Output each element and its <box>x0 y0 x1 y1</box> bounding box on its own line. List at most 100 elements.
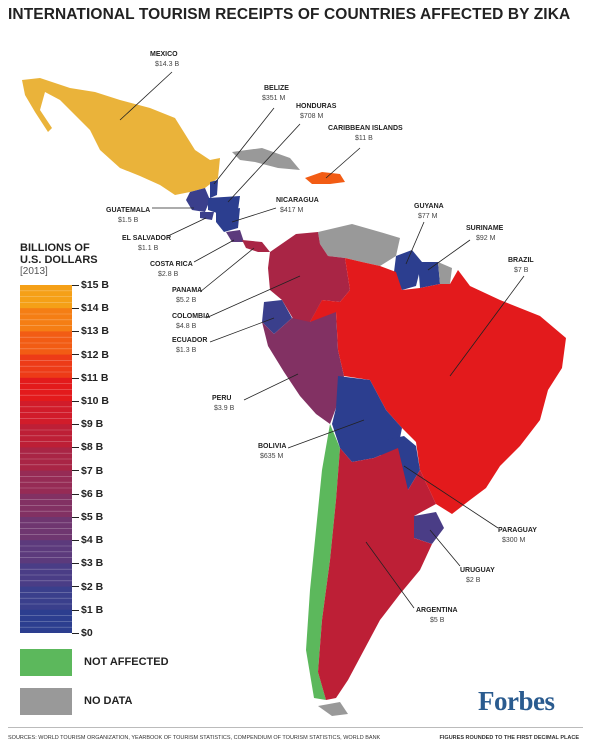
label-bolivia: BOLIVIA $635 M <box>258 419 365 460</box>
svg-text:ARGENTINA: ARGENTINA <box>416 607 458 614</box>
svg-text:GUYANA: GUYANA <box>414 203 444 210</box>
label-el-salvador: EL SALVADOR $1.1 B <box>122 217 207 252</box>
region-chile-not-affected <box>306 424 340 700</box>
label-colombia: COLOMBIA $4.8 B <box>172 275 301 330</box>
legend-title-line1: BILLIONS OF <box>20 242 90 254</box>
svg-text:$1.3 B: $1.3 B <box>176 347 197 354</box>
label-guatemala: GUATEMALA $1.5 B <box>106 207 194 224</box>
country-ecuador[interactable] <box>262 300 292 334</box>
region-caribbean-gray <box>232 148 300 170</box>
svg-text:$351 M: $351 M <box>262 95 286 102</box>
scale-tick-label: $13 B <box>72 325 109 337</box>
no-data-swatch <box>20 688 72 715</box>
country-belize[interactable] <box>210 180 218 198</box>
country-brazil[interactable] <box>310 258 566 514</box>
scale-band <box>20 540 72 564</box>
rounding-note: FIGURES ROUNDED TO THE FIRST DECIMAL PLA… <box>439 735 579 741</box>
legend-unit: [2013] <box>20 266 48 277</box>
scale-tick-label: $10 B <box>72 395 109 407</box>
label-paraguay: PARAGUAY $300 M <box>403 465 537 544</box>
scale-tick-label: $0 <box>72 627 93 639</box>
svg-text:$708 M: $708 M <box>300 113 324 120</box>
label-uruguay: URUGUAY $2 B <box>429 529 495 584</box>
svg-text:BRAZIL: BRAZIL <box>508 257 534 264</box>
svg-text:HONDURAS: HONDURAS <box>296 103 337 110</box>
footer-divider <box>8 727 583 728</box>
country-uruguay[interactable] <box>414 512 444 544</box>
country-suriname[interactable] <box>418 262 440 288</box>
label-mexico: MEXICO $14.3 B <box>119 51 179 121</box>
label-nicaragua: NICARAGUA $417 M <box>231 197 319 223</box>
color-scale-bar <box>20 285 72 633</box>
country-mexico[interactable] <box>22 78 220 195</box>
scale-tick-label: $11 B <box>72 372 108 384</box>
label-panama: PANAMA $5.2 B <box>172 247 255 304</box>
region-tierra-del-fuego <box>318 702 348 716</box>
label-caribbean: CARIBBEAN ISLANDS $11 B <box>325 125 403 179</box>
country-colombia[interactable] <box>268 232 350 322</box>
country-guyana[interactable] <box>394 250 422 290</box>
not-affected-label: NOT AFFECTED <box>84 656 169 668</box>
svg-text:$635 M: $635 M <box>260 453 284 460</box>
scale-tick-label: $9 B <box>72 418 103 430</box>
svg-text:$77 M: $77 M <box>418 213 438 220</box>
scale-band <box>20 609 72 633</box>
country-costa-rica[interactable] <box>226 230 244 242</box>
legend-title: BILLIONS OF U.S. DOLLARS <box>20 242 98 266</box>
svg-text:$417 M: $417 M <box>280 207 304 214</box>
country-guatemala[interactable] <box>186 188 210 212</box>
svg-text:$5 B: $5 B <box>430 617 445 624</box>
label-costa-rica: COSTA RICA $2.8 B <box>150 239 235 278</box>
svg-text:$11 B: $11 B <box>355 135 373 142</box>
country-panama[interactable] <box>242 240 270 252</box>
forbes-logo: Forbes <box>478 686 555 716</box>
svg-text:$300 M: $300 M <box>502 537 526 544</box>
scale-tick-label: $1 B <box>72 604 103 616</box>
not-affected-swatch <box>20 649 72 676</box>
scale-tick-label: $15 B <box>72 279 109 291</box>
label-argentina: ARGENTINA $5 B <box>365 541 458 624</box>
scale-tick-label: $6 B <box>72 488 103 500</box>
scale-band <box>20 424 72 448</box>
scale-tick-label: $14 B <box>72 302 109 314</box>
scale-band <box>20 470 72 495</box>
svg-text:$4.8 B: $4.8 B <box>176 323 197 330</box>
scale-tick-label: $2 B <box>72 581 103 593</box>
svg-text:COSTA RICA: COSTA RICA <box>150 261 193 268</box>
label-honduras: HONDURAS $708 M <box>227 103 337 203</box>
svg-text:COLOMBIA: COLOMBIA <box>172 313 210 320</box>
country-peru[interactable] <box>262 300 344 424</box>
country-bolivia[interactable] <box>332 376 402 462</box>
svg-text:PANAMA: PANAMA <box>172 287 202 294</box>
svg-text:URUGUAY: URUGUAY <box>460 567 495 574</box>
label-peru: PERU $3.9 B <box>212 373 299 412</box>
country-argentina[interactable] <box>318 448 436 700</box>
legend-title-line2: U.S. DOLLARS <box>20 254 98 266</box>
scale-tick-label: $5 B <box>72 511 103 523</box>
label-brazil: BRAZIL $7 B <box>449 257 534 377</box>
svg-text:$1.1 B: $1.1 B <box>138 245 159 252</box>
svg-text:$1.5 B: $1.5 B <box>118 217 139 224</box>
svg-text:NICARAGUA: NICARAGUA <box>276 197 319 204</box>
scale-band <box>20 331 72 356</box>
svg-text:$7 B: $7 B <box>514 267 529 274</box>
svg-text:$3.9 B: $3.9 B <box>214 405 235 412</box>
svg-text:ECUADOR: ECUADOR <box>172 337 207 344</box>
scale-band <box>20 517 72 541</box>
label-suriname: SURINAME $92 M <box>427 225 504 271</box>
scale-tick-label: $7 B <box>72 465 103 477</box>
country-nicaragua[interactable] <box>216 208 240 232</box>
country-el-salvador[interactable] <box>200 212 214 220</box>
scale-band <box>20 586 72 611</box>
scale-band <box>20 285 72 309</box>
country-caribbean-islands[interactable] <box>305 172 345 184</box>
svg-text:$5.2 B: $5.2 B <box>176 297 197 304</box>
scale-tick-label: $8 B <box>72 441 103 453</box>
svg-text:CARIBBEAN ISLANDS: CARIBBEAN ISLANDS <box>328 125 403 132</box>
svg-text:$2.8 B: $2.8 B <box>158 271 179 278</box>
svg-text:$92 M: $92 M <box>476 235 496 242</box>
sources-note: SOURCES: WORLD TOURISM ORGANIZATION, YEA… <box>8 735 381 741</box>
svg-text:BELIZE: BELIZE <box>264 85 289 92</box>
scale-band <box>20 354 72 379</box>
